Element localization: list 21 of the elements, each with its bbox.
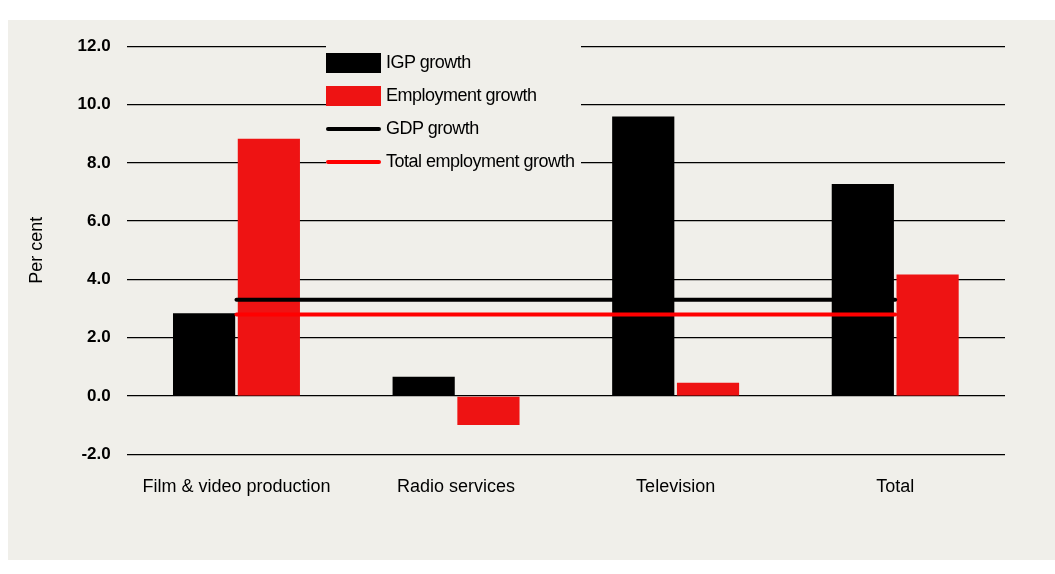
y-tick-label: 2.0 xyxy=(87,327,111,347)
legend-label: Total employment growth xyxy=(386,151,575,172)
legend-label: IGP growth xyxy=(386,52,471,73)
y-tick-label: 6.0 xyxy=(87,210,111,230)
x-tick-label: Television xyxy=(636,476,716,497)
y-tick-label: -2.0 xyxy=(81,444,111,464)
bar xyxy=(676,382,740,396)
y-tick-label: 12.0 xyxy=(77,35,111,55)
legend-label: Employment growth xyxy=(386,85,537,106)
bar xyxy=(237,138,300,396)
x-tick-label: Film & video production xyxy=(142,476,331,497)
x-tick-label: Total xyxy=(876,476,915,497)
bar xyxy=(457,396,520,425)
bar xyxy=(896,274,959,396)
y-axis-title: Per cent xyxy=(25,216,46,284)
y-tick-label: 8.0 xyxy=(87,152,111,172)
y-tick-label: 4.0 xyxy=(87,269,111,289)
x-tick-label: Radio services xyxy=(397,476,516,497)
legend-label: GDP growth xyxy=(386,118,479,139)
y-tick-label: 10.0 xyxy=(77,94,111,114)
y-tick-label: 0.0 xyxy=(87,385,111,405)
